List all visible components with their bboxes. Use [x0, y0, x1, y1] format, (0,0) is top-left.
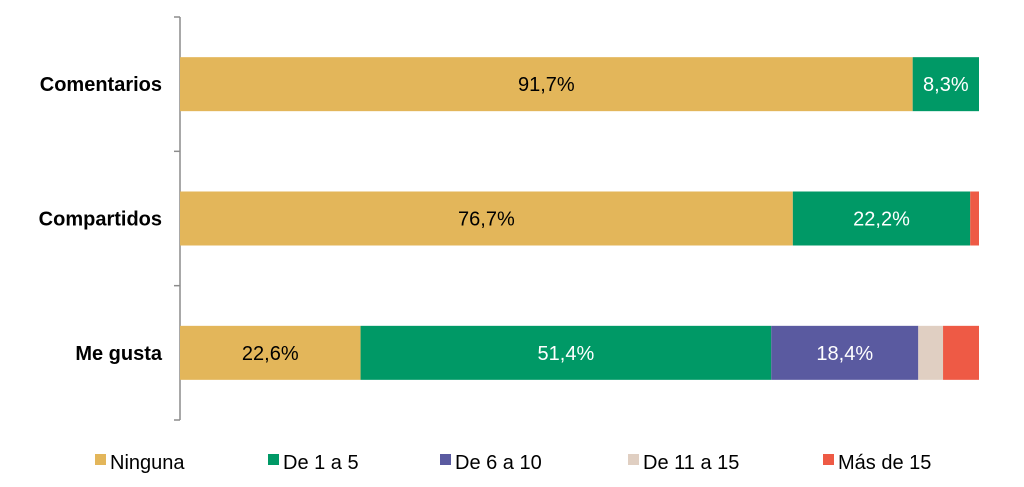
legend-item-de-1-a-5: De 1 a 5: [268, 452, 359, 474]
data-label-me-gusta-ninguna: 22,6%: [242, 343, 299, 365]
category-axis: [174, 16, 181, 421]
legend-swatch: [440, 454, 451, 465]
bar-me-gusta-mas-de-15: [943, 325, 979, 380]
bar-me-gusta-de-11-a-15: [918, 325, 944, 380]
category-label-me-gusta: Me gusta: [75, 343, 163, 365]
legend-label: Ninguna: [110, 452, 185, 474]
data-label-comentarios-de-1-a-5: 8,3%: [923, 74, 969, 96]
data-label-me-gusta-de-6-a-10: 18,4%: [816, 343, 873, 365]
category-label-comentarios: Comentarios: [40, 74, 162, 96]
legend-label: De 1 a 5: [283, 452, 359, 474]
bar-comentarios-ninguna: [180, 57, 913, 112]
bar-me-gusta-de-1-a-5: [360, 325, 772, 380]
legend-item-mas-de-15: Más de 15: [823, 452, 931, 474]
legend-swatch: [823, 454, 834, 465]
bar-comentarios-de-1-a-5: [912, 57, 979, 112]
legend-label: De 11 a 15: [643, 452, 739, 474]
legend-label: De 6 a 10: [455, 452, 542, 474]
legend-label: Más de 15: [838, 452, 931, 474]
legend-item-de-11-a-15: De 11 a 15: [628, 452, 739, 474]
data-label-compartidos-de-1-a-5: 22,2%: [853, 209, 910, 231]
legend: Ninguna De 1 a 5 De 6 a 10 De 11 a 15 Más de…: [95, 452, 931, 474]
bars: 91,7% 8,3% 76,7% 22,2% 22,6% 51,4% 18,4%: [180, 57, 979, 380]
bar-compartidos-de-1-a-5: [792, 191, 971, 246]
legend-item-ninguna: Ninguna: [95, 452, 185, 474]
category-label-compartidos: Compartidos: [39, 209, 162, 231]
bar-compartidos-ninguna: [180, 191, 793, 246]
category-labels: Comentarios Compartidos Me gusta: [39, 74, 163, 365]
legend-swatch: [628, 454, 639, 465]
data-label-compartidos-ninguna: 76,7%: [458, 209, 515, 231]
legend-item-de-6-a-10: De 6 a 10: [440, 452, 542, 474]
legend-swatch: [95, 454, 106, 465]
data-label-me-gusta-de-1-a-5: 51,4%: [538, 343, 595, 365]
legend-swatch: [268, 454, 279, 465]
bar-me-gusta-ninguna: [180, 325, 361, 380]
data-label-comentarios-ninguna: 91,7%: [518, 74, 575, 96]
bar-me-gusta-de-6-a-10: [771, 325, 919, 380]
bar-compartidos-mas-de-15: [970, 191, 979, 246]
